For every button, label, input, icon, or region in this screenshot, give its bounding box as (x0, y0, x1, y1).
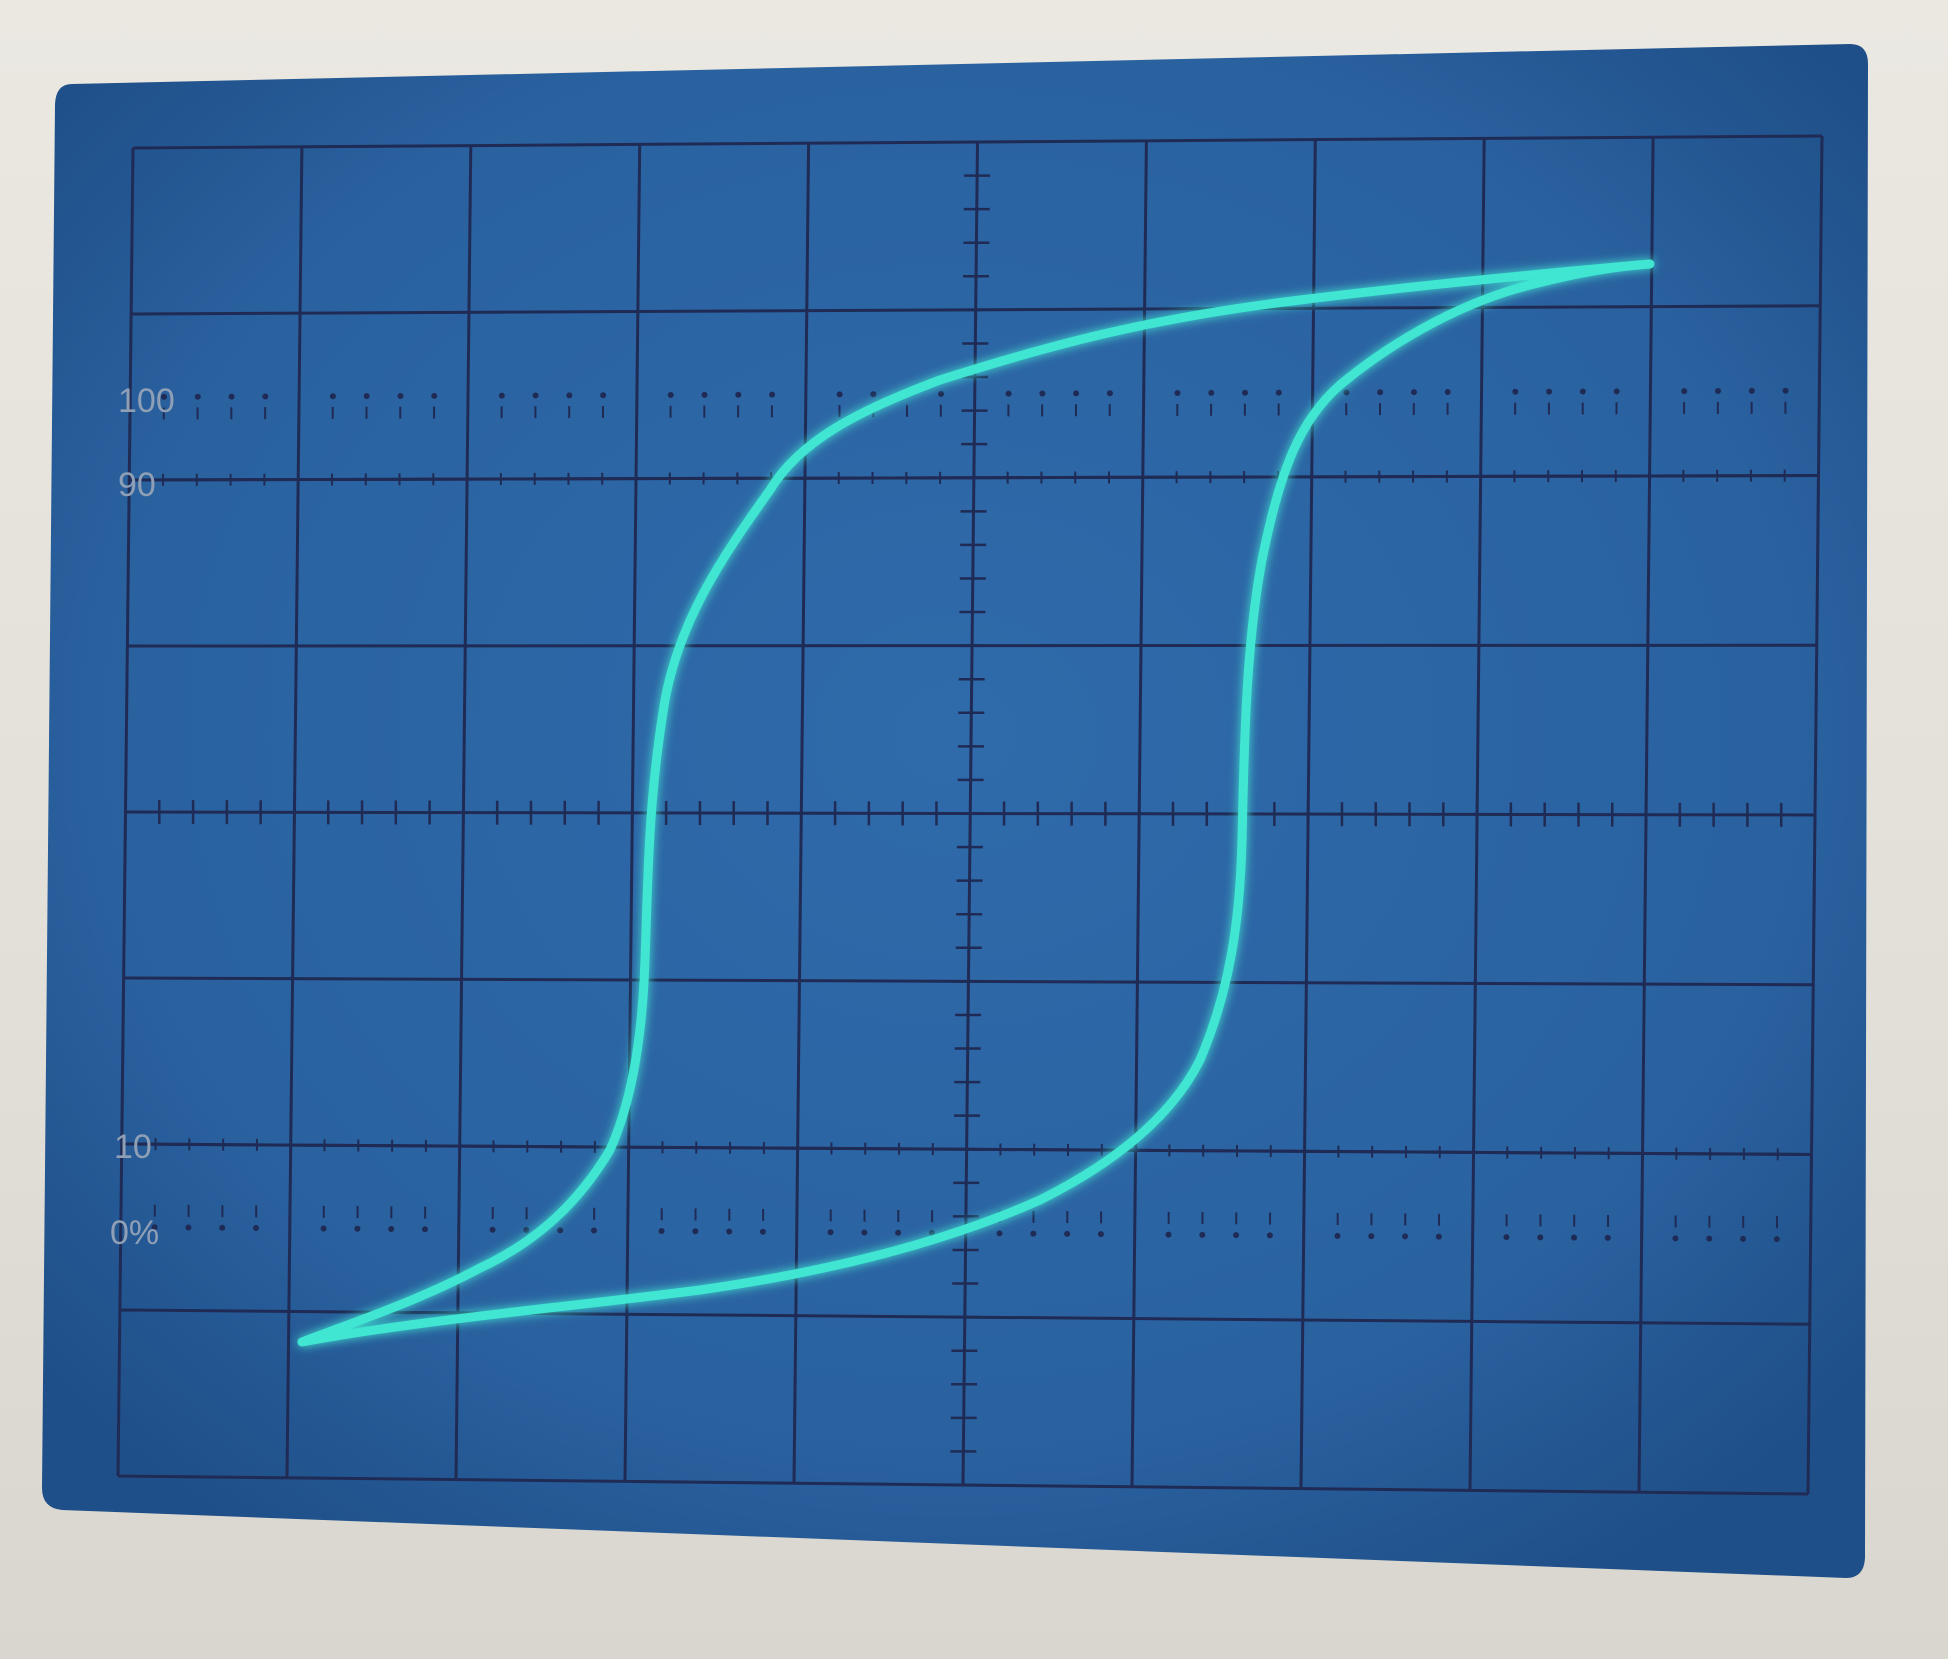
dotted-level-dot (836, 391, 843, 398)
dotted-level-dot (1579, 388, 1586, 395)
label-10: 10 (114, 1128, 152, 1166)
dotted-level-dot (489, 1226, 496, 1233)
dotted-level-dot (185, 1224, 192, 1231)
dotted-level-dot (160, 393, 167, 400)
dotted-level-dot (937, 390, 944, 397)
dotted-level-dot (1174, 390, 1181, 397)
dotted-level-dot (354, 1225, 361, 1232)
label-100: 100 (118, 382, 175, 420)
dotted-level-dot (1005, 390, 1012, 397)
dotted-level-dot (320, 1225, 327, 1232)
dotted-level-dot (996, 1230, 1003, 1237)
dotted-level-dot (1106, 390, 1113, 397)
dotted-level-dot (1368, 1233, 1375, 1240)
dotted-level-dot (363, 393, 370, 400)
dotted-level-dot (1064, 1230, 1071, 1237)
dotted-level-dot (523, 1226, 530, 1233)
dotted-level-dot (735, 391, 742, 398)
dotted-level-dot (1030, 1230, 1037, 1237)
label-0-percent: 0% (110, 1214, 159, 1252)
dotted-level-dot (1097, 1231, 1104, 1238)
trace-loop (297, 259, 1655, 1347)
dotted-level-dot (421, 1226, 428, 1233)
dotted-level-dot (1706, 1235, 1713, 1242)
dotted-level-dot (1546, 388, 1553, 395)
dotted-level-dot (769, 391, 776, 398)
dotted-level-dot (1740, 1235, 1747, 1242)
dotted-level-dot (1715, 388, 1722, 395)
dotted-level-dot (1613, 388, 1620, 395)
dotted-level-dot (228, 393, 235, 400)
dotted-level-dot (667, 391, 674, 398)
dotted-level-dot (194, 393, 201, 400)
dotted-level-dot (1681, 388, 1688, 395)
graticule (116, 134, 1824, 1496)
dotted-level-dot (431, 392, 438, 399)
dotted-level-dot (557, 1227, 564, 1234)
dotted-level-dot (1165, 1231, 1172, 1238)
dotted-level-dot (1571, 1234, 1578, 1241)
crt-screen (42, 44, 1868, 1578)
dotted-level-dot (1672, 1235, 1679, 1242)
dotted-level-dot (1242, 389, 1249, 396)
dotted-level-dot (1266, 1232, 1273, 1239)
dotted-level-dot (1039, 390, 1046, 397)
dotted-level-lines (151, 387, 1789, 1243)
dotted-level-dot (1275, 389, 1282, 396)
dotted-level-dot (566, 392, 573, 399)
dotted-level-dot (658, 1227, 665, 1234)
dotted-level-dot (1343, 389, 1350, 396)
dotted-level-dot (928, 1229, 935, 1236)
dotted-level-dot (388, 1225, 395, 1232)
hysteresis-trace (297, 259, 1655, 1347)
dotted-level-dot (590, 1227, 597, 1234)
dotted-level-dot (870, 391, 877, 398)
dotted-level-dot (600, 392, 607, 399)
dotted-level-dot (701, 391, 708, 398)
dotted-level-dot (1410, 389, 1417, 396)
dotted-level-dot (1537, 1234, 1544, 1241)
dotted-level-dot (219, 1224, 226, 1231)
dotted-level-dot (532, 392, 539, 399)
dotted-level-dot (1512, 388, 1519, 395)
dotted-level-dot (1435, 1233, 1442, 1240)
dotted-level-dot (759, 1228, 766, 1235)
dotted-level-dot (1748, 387, 1755, 394)
dotted-level-dot (692, 1228, 699, 1235)
dotted-level-dot (151, 1224, 158, 1231)
dotted-level-dot (1604, 1234, 1611, 1241)
dotted-level-dot (895, 1229, 902, 1236)
dotted-level-dot (1377, 389, 1384, 396)
dotted-level-dot (726, 1228, 733, 1235)
dotted-level-dot (1199, 1231, 1206, 1238)
dotted-level-dot (861, 1229, 868, 1236)
scale-labels: 100 90 10 0% (110, 382, 175, 1252)
label-90: 90 (118, 466, 156, 504)
dotted-level-dot (1503, 1234, 1510, 1241)
dotted-level-dot (262, 393, 269, 400)
dotted-level-dot (1208, 389, 1215, 396)
dotted-level-dot (252, 1224, 259, 1231)
dotted-level-dot (1444, 389, 1451, 396)
dotted-level-dot (1782, 387, 1789, 394)
dotted-level-dot (1233, 1232, 1240, 1239)
dotted-level-dot (329, 393, 336, 400)
dotted-level-dot (1402, 1233, 1409, 1240)
dotted-level-dot (1334, 1232, 1341, 1239)
dotted-level-dot (827, 1229, 834, 1236)
dotted-level-dot (1073, 390, 1080, 397)
dotted-level-dot (397, 392, 404, 399)
dotted-level-dot (1773, 1236, 1780, 1243)
dotted-level-dot (498, 392, 505, 399)
